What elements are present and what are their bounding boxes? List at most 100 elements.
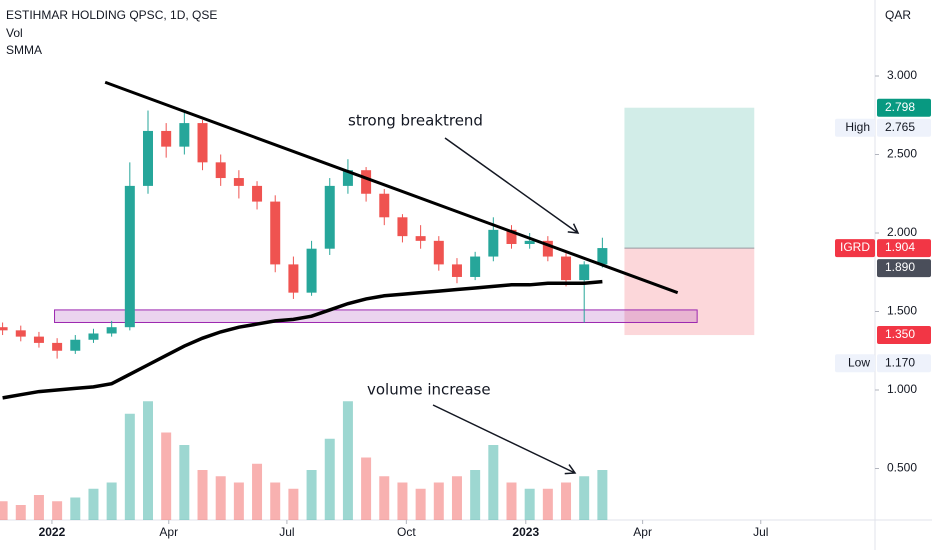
x-tick-label: Jul	[279, 525, 294, 539]
indicator: Vol	[6, 26, 23, 40]
volume-bar	[488, 445, 499, 520]
candle-body	[306, 248, 317, 293]
volume-bar	[106, 482, 117, 520]
candle-body	[579, 264, 590, 281]
candle-body	[506, 229, 517, 244]
volume-bar	[542, 488, 553, 520]
candle-body	[288, 264, 299, 293]
price-badge	[877, 326, 931, 345]
volume-bar	[306, 470, 317, 520]
arrow	[432, 404, 577, 475]
candle-body	[488, 229, 499, 257]
candle-body	[270, 201, 281, 265]
chart-title: ESTIHMAR HOLDING QPSC, 1D, QSE	[6, 8, 217, 22]
y-tick-label: 3.000	[887, 68, 917, 82]
currency: QAR	[885, 8, 911, 22]
annotation: strong breaktrend	[348, 112, 483, 130]
price-badge	[877, 354, 931, 373]
volume-bar	[506, 482, 517, 520]
candle-body	[233, 178, 244, 186]
stop-zone	[624, 248, 755, 336]
x-tick-label: Oct	[397, 525, 416, 539]
price-badge	[877, 259, 931, 278]
volume-bar	[379, 476, 390, 520]
x-tick-label: Apr	[633, 525, 652, 539]
candle-body	[215, 162, 226, 179]
candle-body	[70, 339, 81, 351]
candle-body	[379, 193, 390, 218]
candle-body	[324, 185, 335, 249]
volume-bar	[252, 463, 263, 520]
candle-body	[0, 327, 8, 331]
volume-bar	[0, 501, 8, 520]
volume-bar	[124, 413, 135, 520]
volume-bar	[270, 482, 281, 520]
volume-bar	[470, 470, 481, 520]
volume-bar	[397, 482, 408, 520]
price-badge-label: 1.170	[885, 355, 915, 369]
y-tick-label: 0.500	[887, 461, 917, 475]
y-tick-label: 1.000	[887, 382, 917, 396]
volume-bar	[142, 401, 153, 520]
y-tick-label: 2.000	[887, 225, 917, 239]
candle-body	[252, 185, 263, 202]
price-badge-name-bg	[835, 354, 875, 373]
target-zone	[624, 107, 755, 249]
candle-body	[15, 330, 26, 337]
price-badge-name-bg	[835, 118, 875, 137]
candle-body	[397, 217, 408, 237]
support-zone	[54, 309, 698, 323]
volume-bar	[88, 488, 99, 520]
candle-body	[415, 236, 426, 241]
price-badge-label: 2.798	[885, 100, 915, 114]
volume-bar	[215, 476, 226, 520]
x-tick-label: 2023	[512, 525, 539, 539]
x-tick-label: 2022	[39, 525, 66, 539]
candle-body	[561, 256, 572, 281]
volume-bar	[561, 482, 572, 520]
indicator: SMMA	[6, 43, 42, 57]
candle-body	[88, 333, 99, 340]
volume-bar	[324, 438, 335, 520]
candle-body	[52, 342, 63, 351]
price-badge-name: IGRD	[840, 240, 870, 254]
candle-body	[451, 264, 462, 277]
arrow	[444, 137, 580, 234]
candle-body	[124, 185, 135, 328]
volume-bar	[342, 401, 353, 520]
x-tick-label: Apr	[159, 525, 178, 539]
candle-body	[179, 123, 190, 147]
volume-bar	[15, 505, 26, 520]
price-badge	[877, 118, 931, 137]
volume-bar	[179, 445, 190, 520]
price-badge	[877, 98, 931, 117]
volume-bar	[361, 457, 372, 520]
price-badge-label: 2.765	[885, 120, 915, 134]
volume-bar	[70, 497, 81, 520]
y-tick-label: 1.500	[887, 304, 917, 318]
candle-body	[197, 123, 208, 163]
volume-bar	[579, 476, 590, 520]
volume-bar	[597, 470, 608, 520]
candle-body	[542, 240, 553, 257]
candle-body	[433, 240, 444, 265]
volume-bar	[288, 488, 299, 520]
price-badge	[877, 239, 931, 258]
price-badge-name: High	[845, 120, 870, 134]
candle-body	[161, 130, 172, 147]
candle-body	[142, 130, 153, 186]
volume-bar	[233, 482, 244, 520]
trendline	[104, 80, 679, 295]
price-badge-name: Low	[848, 355, 870, 369]
price-badge-label: 1.350	[885, 327, 915, 341]
candle-body	[361, 170, 372, 194]
smma-line	[2, 279, 603, 400]
annotation: volume increase	[367, 381, 491, 399]
candle-body	[470, 256, 481, 277]
volume-bar	[52, 501, 63, 520]
volume-bar	[33, 495, 44, 520]
price-badge-label: 1.890	[885, 260, 915, 274]
candle-body	[524, 240, 535, 244]
